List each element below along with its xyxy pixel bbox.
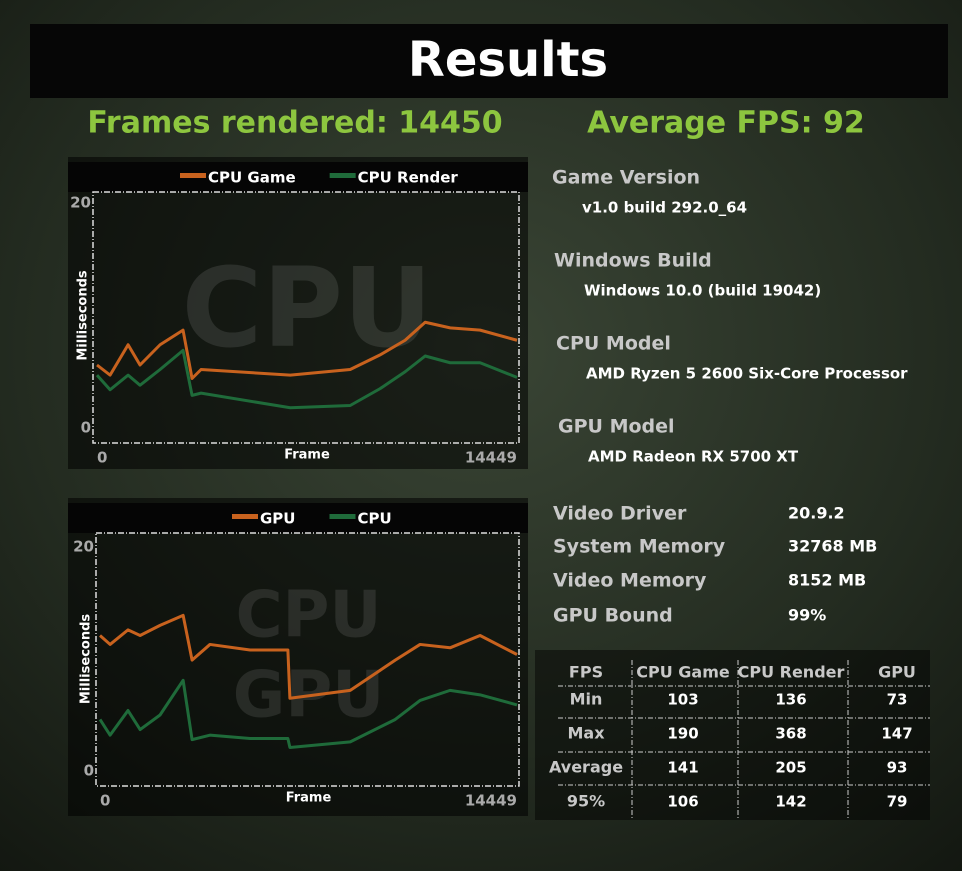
stat-value: 8152 MB xyxy=(788,571,866,590)
series-line xyxy=(98,678,518,749)
y-tick-label: 0 xyxy=(81,419,91,437)
table-cell: 205 xyxy=(775,759,806,777)
x-axis-label: Frame xyxy=(286,791,332,806)
info-label: Windows Build xyxy=(554,250,712,272)
table-cell: 142 xyxy=(775,793,806,811)
info-label: GPU Model xyxy=(558,416,675,438)
watermark: CPU xyxy=(182,244,433,372)
info-value: Windows 10.0 (build 19042) xyxy=(584,282,821,300)
title: Results xyxy=(408,32,608,88)
x-axis-label: Frame xyxy=(284,448,330,463)
table-cell: 136 xyxy=(775,691,806,709)
legend-label: CPU Render xyxy=(358,169,459,187)
info-label: CPU Model xyxy=(556,333,671,355)
table-cell: 79 xyxy=(887,793,908,811)
info-value: AMD Radeon RX 5700 XT xyxy=(588,448,799,466)
y-axis-label: Milliseconds xyxy=(79,614,94,705)
legend-strip xyxy=(68,162,528,192)
title-bar xyxy=(30,24,948,98)
stat-value: 99% xyxy=(788,606,826,625)
x-tick-label: 14449 xyxy=(465,449,517,467)
table-header: CPU Render xyxy=(738,663,845,682)
table-cell: 368 xyxy=(775,725,806,743)
legend-label: GPU xyxy=(260,510,296,528)
row-label: Max xyxy=(567,724,605,743)
table-cell: 141 xyxy=(667,759,698,777)
stat-value: 20.9.2 xyxy=(788,504,845,523)
legend-strip xyxy=(68,503,528,533)
x-tick-label: 14449 xyxy=(465,792,517,810)
series-line xyxy=(99,613,518,700)
stat-value: 32768 MB xyxy=(788,537,877,556)
table-panel xyxy=(535,650,930,820)
legend-label: CPU Game xyxy=(208,169,296,187)
chart-panel xyxy=(68,157,528,469)
legend-label: CPU xyxy=(358,510,392,528)
info-value: AMD Ryzen 5 2600 Six-Core Processor xyxy=(586,365,908,383)
legend-swatch xyxy=(329,173,356,178)
legend-swatch xyxy=(180,173,206,178)
table-cell: 106 xyxy=(667,793,698,811)
y-tick-label: 20 xyxy=(70,194,91,212)
watermark: CPU xyxy=(236,579,382,653)
legend-swatch xyxy=(232,514,258,519)
plot-frame xyxy=(92,191,520,444)
info-label: Game Version xyxy=(552,167,700,189)
average-fps: Average FPS: 92 xyxy=(587,106,865,141)
info-value: v1.0 build 292.0_64 xyxy=(582,199,747,217)
legend-swatch xyxy=(329,514,356,519)
frames-rendered: Frames rendered: 14450 xyxy=(87,106,502,141)
table-cell: 73 xyxy=(887,691,908,709)
stat-label: System Memory xyxy=(553,536,726,558)
plot-frame xyxy=(95,532,520,787)
table-cell: 103 xyxy=(667,691,698,709)
y-tick-label: 20 xyxy=(73,538,94,556)
table-cell: 93 xyxy=(887,759,908,777)
series-line xyxy=(96,320,518,380)
table-header: GPU xyxy=(878,663,916,682)
stat-label: GPU Bound xyxy=(553,605,673,627)
stat-label: Video Driver xyxy=(553,503,687,525)
row-label: Min xyxy=(570,690,603,709)
chart-panel xyxy=(68,498,528,816)
table-cell: 190 xyxy=(667,725,698,743)
x-tick-label: 0 xyxy=(97,449,107,467)
row-label: 95% xyxy=(567,792,605,811)
row-label: Average xyxy=(549,758,623,777)
y-tick-label: 0 xyxy=(84,762,94,780)
table-header: FPS xyxy=(569,663,603,682)
y-axis-label: Milliseconds xyxy=(76,270,91,361)
x-tick-label: 0 xyxy=(100,792,110,810)
table-header: CPU Game xyxy=(636,663,730,682)
table-cell: 147 xyxy=(881,725,912,743)
series-line xyxy=(95,348,518,410)
stat-label: Video Memory xyxy=(553,570,707,592)
